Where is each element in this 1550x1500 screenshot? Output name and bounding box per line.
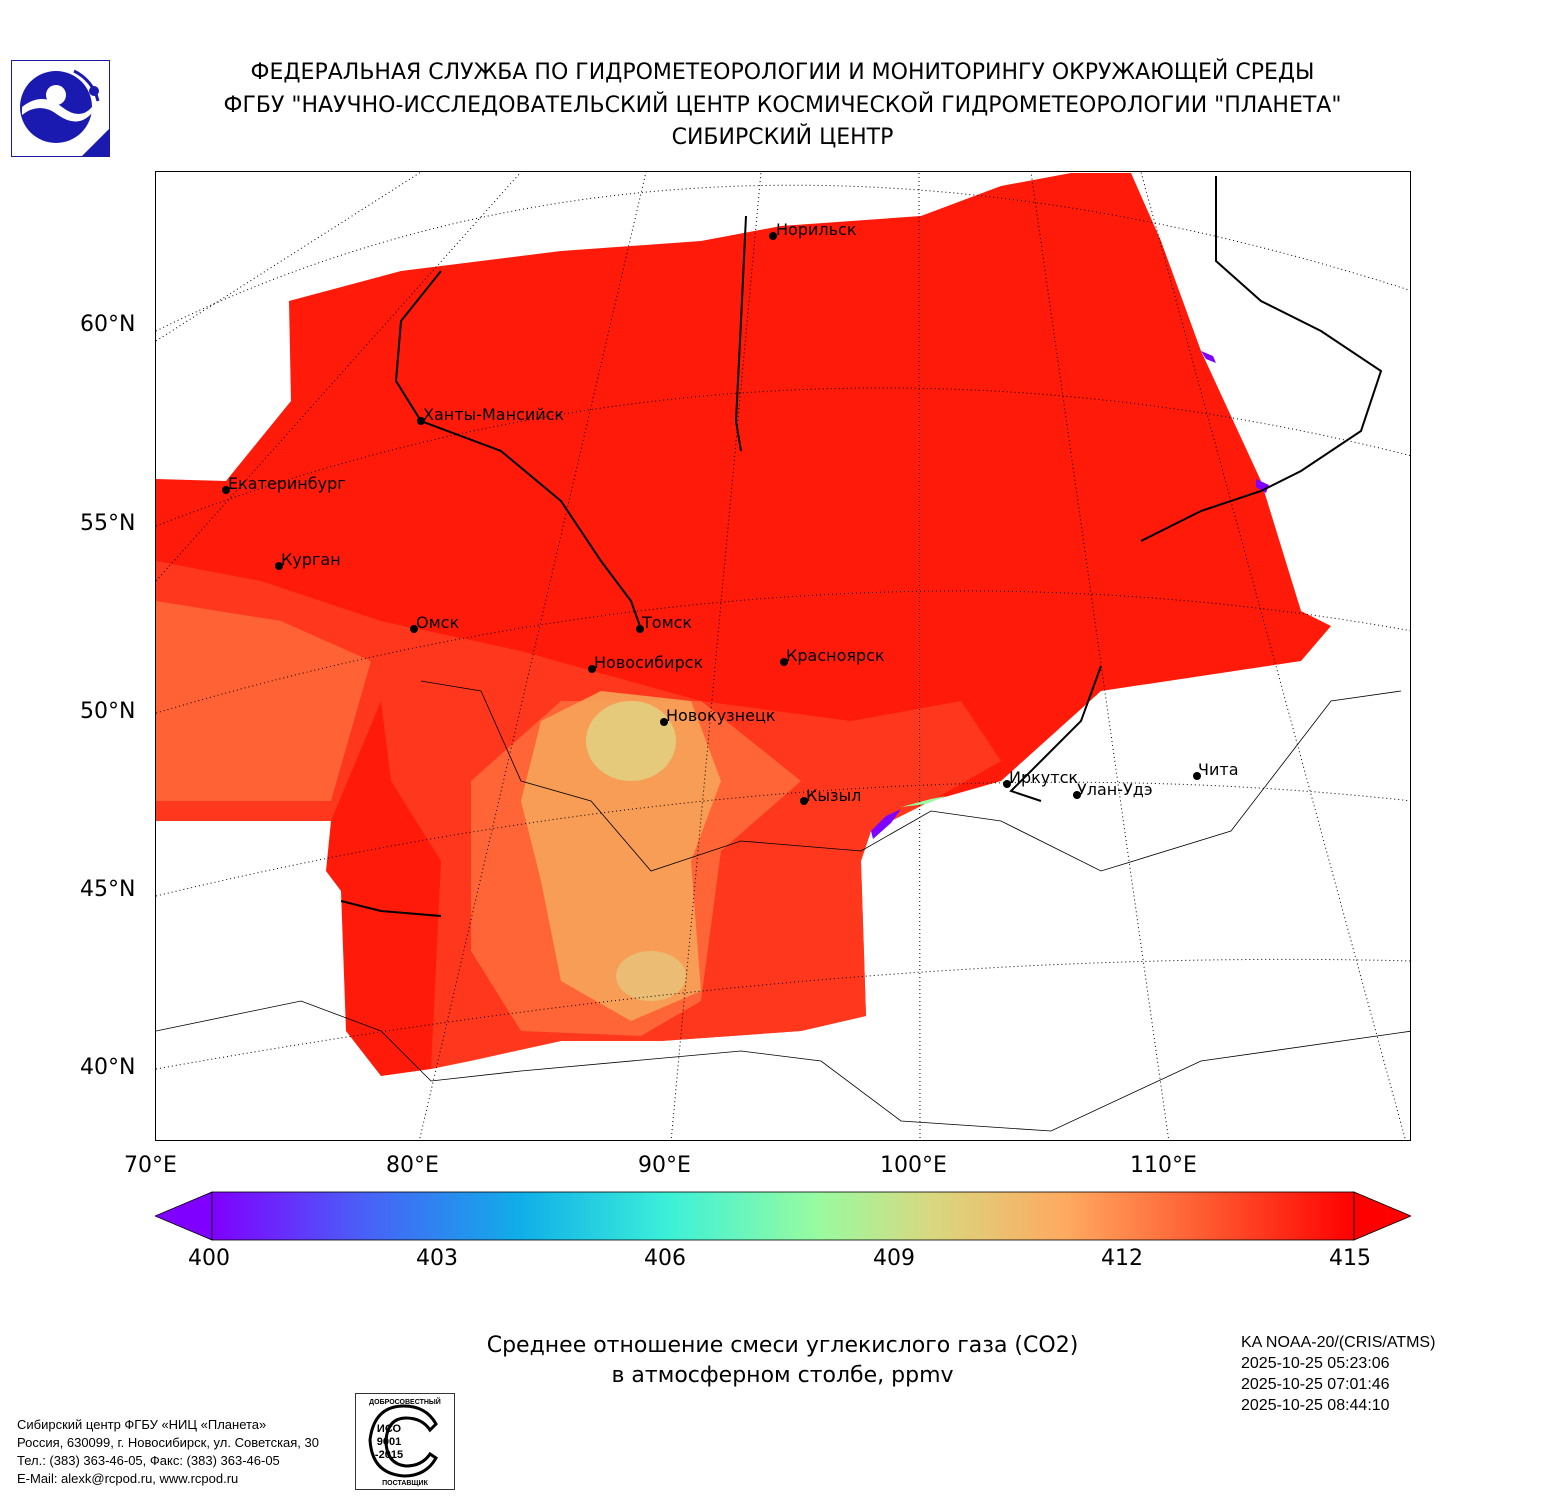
city-label: Чита [1198, 760, 1239, 779]
city-label: Норильск [776, 220, 857, 239]
colorbar-tick: 415 [1329, 1246, 1371, 1271]
city-markers [222, 232, 1201, 805]
lat-label: 45°N [80, 877, 136, 902]
map-caption: Среднее отношение смеси углекислого газа… [400, 1331, 1165, 1391]
svg-text:ИСО: ИСО [377, 1423, 402, 1435]
header-line-2: ФГБУ "НАУЧНО-ИССЛЕДОВАТЕЛЬСКИЙ ЦЕНТР КОС… [223, 93, 1342, 118]
co2-field [156, 173, 1331, 1076]
pass-time: 2025-10-25 07:01:46 [1241, 1376, 1390, 1393]
city-label: Омск [416, 613, 460, 632]
city-label: Ханты-Мансийск [423, 405, 565, 424]
colorbar-tick: 412 [1101, 1246, 1143, 1271]
city-label: Иркутск [1009, 768, 1079, 787]
lon-label: 110°E [1130, 1153, 1197, 1178]
colorbar-tick: 403 [416, 1246, 458, 1271]
lat-label: 50°N [80, 699, 136, 724]
city-label: Томск [642, 613, 693, 632]
lon-label: 100°E [880, 1153, 947, 1178]
city-label: Екатеринбург [228, 474, 346, 493]
svg-text:-2015: -2015 [375, 1449, 403, 1461]
country-borders [156, 680, 1410, 1132]
lon-label: 90°E [638, 1153, 691, 1178]
lat-label: 60°N [80, 312, 136, 337]
city-label: Новосибирск [594, 653, 704, 672]
caption-line-1: Среднее отношение смеси углекислого газа… [486, 1333, 1079, 1358]
city-label: Новокузнецк [666, 706, 776, 725]
pass-time: 2025-10-25 05:23:06 [1241, 1355, 1390, 1372]
rivers-and-borders [340, 176, 1383, 917]
lat-label: 40°N [80, 1055, 136, 1080]
colorbar-max-extend [1353, 1191, 1413, 1241]
iso-9001-badge: ДОБРОСОВЕСТНЫЙ ИСО 9001 -2015 ПОСТАВЩИК [355, 1393, 455, 1490]
satellite-info: KA NOAA-20/(CRIS/ATMS) 2025-10-25 05:23:… [1241, 1332, 1435, 1416]
graticule [156, 172, 1410, 1140]
satellite-name: KA NOAA-20/(CRIS/ATMS) [1241, 1334, 1436, 1351]
colorbar-min-extend [153, 1191, 213, 1241]
footer-address: Россия, 630099, г. Новосибирск, ул. Сове… [17, 1435, 319, 1450]
footer-phone: Тел.: (383) 363-46-05, Факс: (383) 363-4… [17, 1453, 280, 1468]
colorbar-tick: 406 [644, 1246, 686, 1271]
co2-map: Норильск Ханты-Мансийск Екатеринбург Кур… [155, 171, 1411, 1141]
header-line-1: ФЕДЕРАЛЬНАЯ СЛУЖБА ПО ГИДРОМЕТЕОРОЛОГИИ … [250, 60, 1315, 85]
lon-label: 70°E [124, 1153, 177, 1178]
footer-org: Сибирский центр ФГБУ «НИЦ «Планета» [17, 1417, 267, 1432]
footer-email: E-Mail: alexk@rcpod.ru, www.rcpod.ru [17, 1471, 239, 1486]
city-label: Кызыл [806, 786, 862, 805]
pass-time: 2025-10-25 08:44:10 [1241, 1397, 1390, 1414]
roshydromet-logo [11, 60, 110, 157]
colorbar-gradient [211, 1191, 1355, 1241]
svg-text:ПОСТАВЩИК: ПОСТАВЩИК [382, 1480, 428, 1487]
header-line-3: СИБИРСКИЙ ЦЕНТР [671, 125, 894, 150]
city-label: Красноярск [786, 646, 885, 665]
svg-text:9001: 9001 [377, 1436, 401, 1448]
lon-label: 80°E [386, 1153, 439, 1178]
caption-line-2: в атмосферном столбе, ppmv [611, 1363, 954, 1388]
city-label: Курган [281, 550, 341, 569]
colorbar-tick: 409 [873, 1246, 915, 1271]
svg-text:ДОБРОСОВЕСТНЫЙ: ДОБРОСОВЕСТНЫЙ [369, 1397, 441, 1406]
colorbar [153, 1191, 1413, 1241]
city-label: Улан-Удэ [1077, 780, 1153, 799]
contact-info: Сибирский центр ФГБУ «НИЦ «Планета» Росс… [17, 1416, 319, 1488]
colorbar-tick: 400 [188, 1246, 230, 1271]
lat-label: 55°N [80, 511, 136, 536]
